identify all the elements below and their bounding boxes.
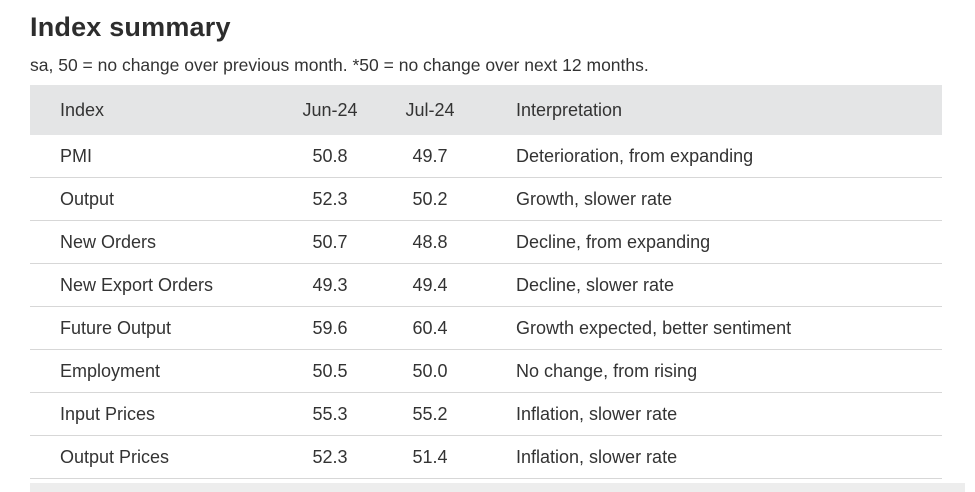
cell-index-name: New Orders: [60, 231, 157, 252]
page-title: Index summary: [30, 12, 231, 42]
cell-jun-value: 49.3: [312, 274, 348, 295]
cell-interpretation: Growth expected, better sentiment: [516, 317, 792, 338]
cell-interpretation: Inflation, slower rate: [516, 446, 678, 467]
table-row-future-output: Future Output 59.6 60.4 Growth expected,…: [30, 307, 942, 350]
cell-jun-value: 50.7: [312, 231, 348, 252]
column-header-index: Index: [60, 99, 105, 120]
cell-jun-value: 52.3: [312, 446, 348, 467]
cell-interpretation: Growth, slower rate: [516, 188, 673, 209]
column-header-jun-24: Jun-24: [302, 99, 358, 120]
table-header-row: Index Jun-24 Jul-24 Interpretation: [30, 85, 942, 135]
cell-interpretation: No change, from rising: [516, 360, 698, 381]
cell-interpretation: Decline, from expanding: [516, 231, 711, 252]
cell-index-name: Employment: [60, 360, 161, 381]
page-subtitle: sa, 50 = no change over previous month. …: [30, 55, 649, 75]
table-row-pmi: PMI 50.8 49.7 Deterioration, from expand…: [30, 135, 942, 178]
column-header-jul-24: Jul-24: [405, 99, 455, 120]
next-section-edge-strip: [30, 483, 965, 492]
cell-index-name: Input Prices: [60, 403, 156, 424]
cell-index-name: Output: [60, 188, 115, 209]
cell-index-name: New Export Orders: [60, 274, 214, 295]
table-row-new-export-orders: New Export Orders 49.3 49.4 Decline, slo…: [30, 264, 942, 307]
cell-jul-value: 49.4: [412, 274, 448, 295]
table-row-employment: Employment 50.5 50.0 No change, from ris…: [30, 350, 942, 393]
cell-interpretation: Deterioration, from expanding: [516, 145, 754, 166]
table-row-output: Output 52.3 50.2 Growth, slower rate: [30, 178, 942, 221]
cell-jun-value: 50.8: [312, 145, 348, 166]
cell-index-name: Output Prices: [60, 446, 170, 467]
cell-jul-value: 51.4: [412, 446, 448, 467]
index-summary-table: Index Jun-24 Jul-24 Interpretation PMI 5…: [30, 85, 942, 479]
cell-interpretation: Decline, slower rate: [516, 274, 675, 295]
cell-index-name: PMI: [60, 145, 93, 166]
table-row-new-orders: New Orders 50.7 48.8 Decline, from expan…: [30, 221, 942, 264]
table-row-output-prices: Output Prices 52.3 51.4 Inflation, slowe…: [30, 436, 942, 479]
cell-jul-value: 55.2: [412, 403, 448, 424]
cell-jul-value: 50.0: [412, 360, 448, 381]
column-header-interpretation: Interpretation: [516, 99, 623, 120]
table-row-input-prices: Input Prices 55.3 55.2 Inflation, slower…: [30, 393, 942, 436]
cell-jun-value: 59.6: [312, 317, 348, 338]
cell-jun-value: 50.5: [312, 360, 348, 381]
cell-index-name: Future Output: [60, 317, 172, 338]
cell-jul-value: 49.7: [412, 145, 448, 166]
cell-jul-value: 50.2: [412, 188, 448, 209]
cell-jul-value: 60.4: [412, 317, 448, 338]
cell-jul-value: 48.8: [412, 231, 448, 252]
cell-interpretation: Inflation, slower rate: [516, 403, 678, 424]
cell-jun-value: 52.3: [312, 188, 348, 209]
cell-jun-value: 55.3: [312, 403, 348, 424]
